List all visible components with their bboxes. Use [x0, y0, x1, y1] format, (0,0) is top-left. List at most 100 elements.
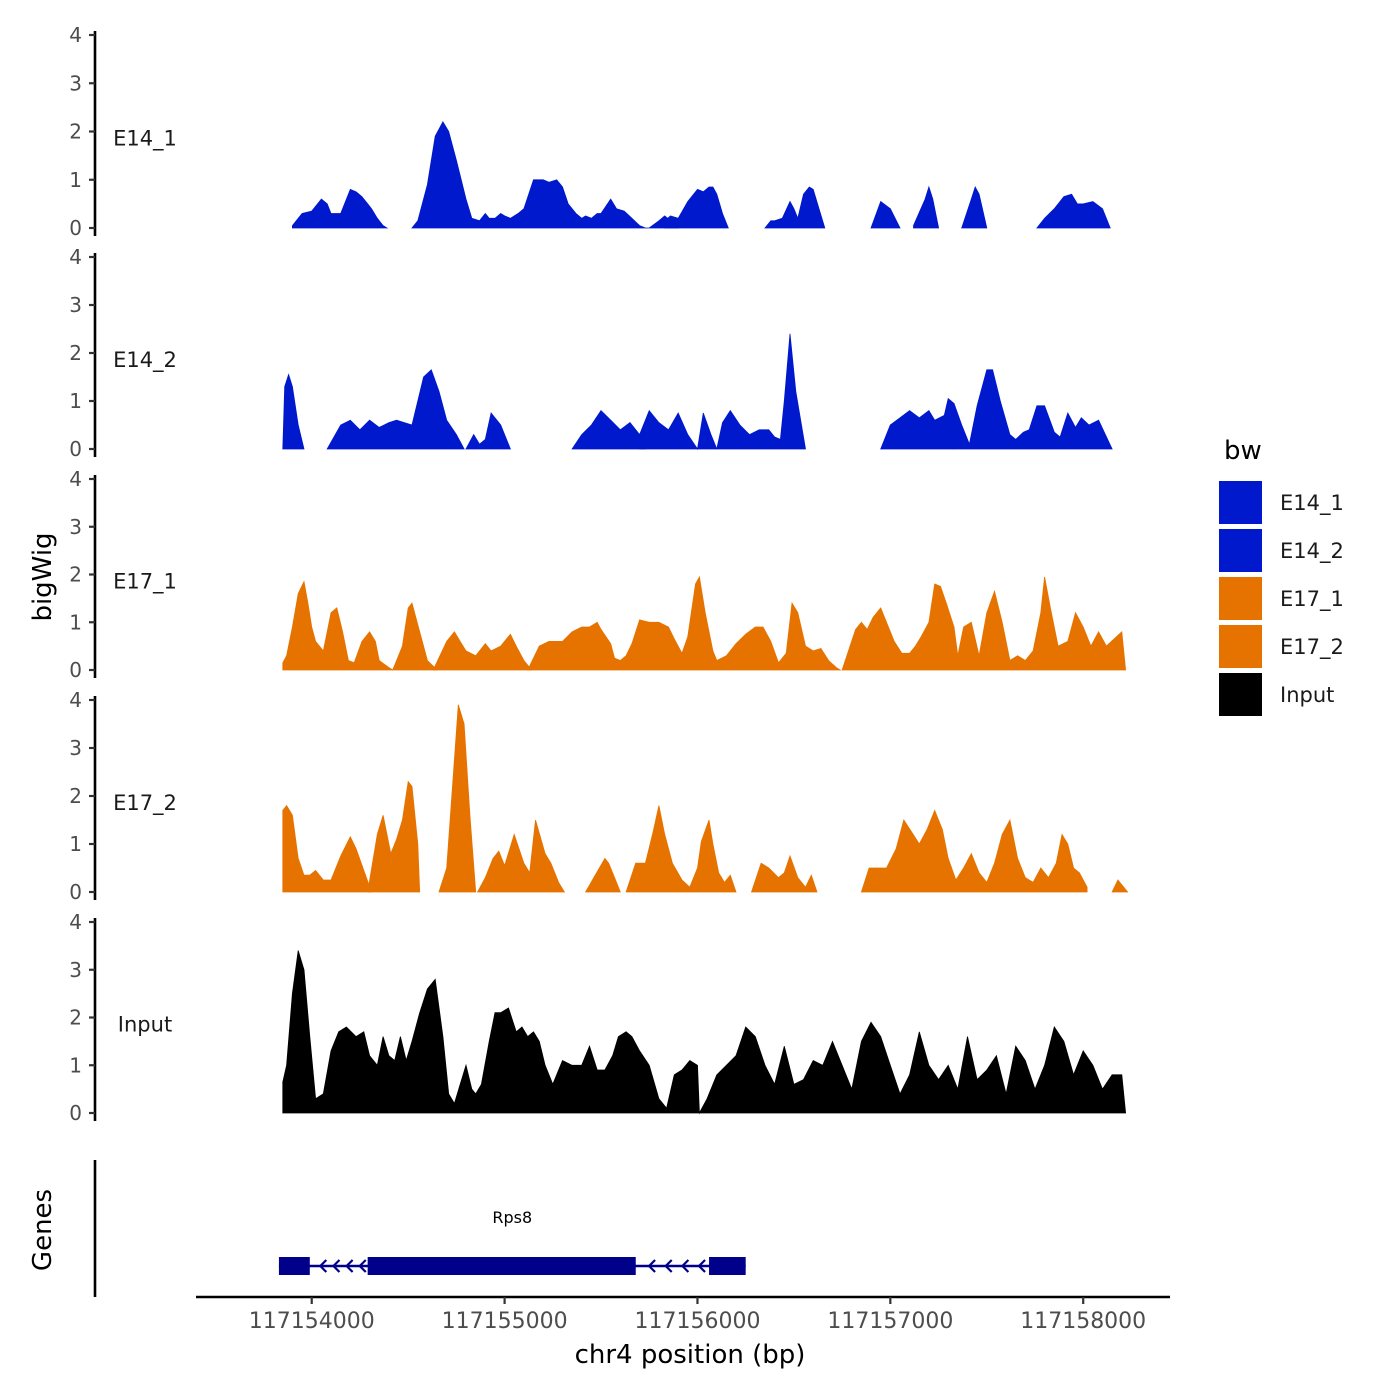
- legend-key: [1217, 575, 1264, 622]
- y-tick-label: 0: [69, 1101, 82, 1125]
- x-tick-label: 117155000: [442, 1309, 568, 1334]
- y-tick-label: 4: [69, 910, 82, 934]
- coverage-area: [282, 373, 305, 450]
- legend-label: E14_2: [1280, 539, 1344, 564]
- y-tick-label: 1: [69, 832, 82, 856]
- y-tick-label: 2: [69, 1006, 82, 1030]
- track-label-E14_1: E14_1: [113, 127, 177, 152]
- x-tick-label: 117154000: [249, 1309, 375, 1334]
- y-tick-label: 1: [69, 168, 82, 192]
- coverage-area: [625, 805, 737, 893]
- strand-arrow: [331, 1259, 341, 1273]
- coverage-area: [639, 409, 718, 451]
- gene-exon: [278, 1257, 310, 1275]
- coverage-area: [282, 950, 1127, 1115]
- strand-arrow: [664, 1259, 673, 1273]
- gene-Rps8: Rps8: [278, 1208, 746, 1275]
- strand-arrow: [318, 1259, 328, 1273]
- track-label-E14_2: E14_2: [113, 348, 177, 373]
- genes-axis-title: Genes: [28, 1189, 58, 1271]
- coverage-area: [860, 809, 1088, 893]
- y-tick-label: 4: [69, 23, 82, 47]
- x-tick-label: 117156000: [634, 1309, 760, 1334]
- y-tick-label: 3: [69, 515, 82, 539]
- y-tick-label: 3: [69, 71, 82, 95]
- legend-key: [1217, 671, 1264, 718]
- coverage-area: [584, 857, 621, 893]
- track-E17_2: 0 1 2 3 4 E17_2: [69, 688, 1129, 904]
- track-E14_1: 0 1 2 3 4 E14_1: [69, 23, 1111, 240]
- coverage-area: [764, 186, 826, 229]
- coverage-area: [1111, 879, 1129, 893]
- track-Input: 0 1 2 3 4 Input: [69, 910, 1127, 1125]
- y-tick-label: 3: [69, 736, 82, 760]
- y-tick-label: 1: [69, 389, 82, 413]
- coverage-area: [880, 397, 955, 450]
- track-label-E17_2: E17_2: [113, 791, 177, 816]
- strand-arrow: [345, 1259, 354, 1273]
- y-tick-label: 1: [69, 1053, 82, 1077]
- y-tick-label: 3: [69, 293, 82, 317]
- y-tick-label: 0: [69, 880, 82, 904]
- legend: bw E14_1 E14_2 E17_1 E17_2 Input: [1217, 436, 1344, 718]
- y-tick-label: 2: [69, 341, 82, 365]
- coverage-area: [614, 575, 718, 671]
- x-tick-label: 117157000: [827, 1309, 953, 1334]
- legend-key: [1217, 623, 1264, 670]
- coverage-area: [476, 819, 566, 893]
- track-label-Input: Input: [118, 1013, 172, 1037]
- coverage-area: [527, 621, 615, 671]
- legend-key: [1217, 479, 1264, 526]
- coverage-area: [750, 854, 818, 893]
- coverage-area: [961, 185, 988, 229]
- coverage-area: [326, 369, 465, 450]
- y-tick-label: 3: [69, 958, 82, 982]
- y-tick-label: 4: [69, 245, 82, 269]
- gene-exon: [709, 1257, 746, 1275]
- genes-panel: Rps8: [93, 1160, 746, 1297]
- coverage-area: [716, 333, 806, 450]
- coverage-area: [282, 580, 439, 671]
- y-tick-label: 0: [69, 658, 82, 682]
- gene-exon: [367, 1257, 636, 1275]
- coverage-area: [282, 804, 373, 893]
- y-tick-label: 4: [69, 688, 82, 712]
- y-axis-title: bigWig: [28, 532, 58, 621]
- strand-arrow: [680, 1259, 690, 1273]
- track-panels: 0 1 2 3 4 E14_1 0 1 2 3 4 E14_2 0 1 2 3 4 E17_1 0 1 2 3 4 E17_2…: [69, 23, 1129, 1125]
- y-tick-label: 0: [69, 437, 82, 461]
- legend-label: E17_1: [1280, 587, 1344, 612]
- x-axis: 117154000 117155000 117156000 117157000 1171…: [196, 1295, 1170, 1334]
- strand-arrow: [358, 1259, 367, 1273]
- coverage-area: [438, 704, 477, 893]
- y-tick-label: 4: [69, 467, 82, 491]
- legend-label: Input: [1280, 683, 1334, 707]
- coverage-area: [367, 780, 421, 893]
- track-E17_1: 0 1 2 3 4 E17_1: [69, 467, 1127, 682]
- coverage-area: [841, 576, 1127, 671]
- coverage-area: [953, 369, 1113, 450]
- coverage-area: [664, 186, 729, 229]
- track-E14_2: 0 1 2 3 4 E14_2: [69, 245, 1113, 461]
- coverage-area: [571, 409, 646, 450]
- track-label-E17_1: E17_1: [113, 570, 177, 595]
- legend-label: E17_2: [1280, 635, 1344, 660]
- strand-arrow: [697, 1259, 706, 1273]
- coverage-area: [465, 412, 511, 450]
- y-tick-label: 0: [69, 216, 82, 240]
- coverage-area: [913, 185, 940, 229]
- legend-key: [1217, 527, 1264, 574]
- y-tick-label: 2: [69, 563, 82, 587]
- y-tick-label: 2: [69, 120, 82, 144]
- legend-label: E14_1: [1280, 491, 1344, 516]
- coverage-area: [1036, 193, 1111, 229]
- gene-label: Rps8: [492, 1208, 532, 1227]
- strand-arrow: [647, 1259, 656, 1273]
- coverage-area: [292, 188, 389, 229]
- y-tick-label: 2: [69, 784, 82, 808]
- legend-title: bw: [1224, 436, 1262, 466]
- coverage-area: [432, 631, 533, 671]
- coverage-area: [870, 200, 901, 229]
- y-tick-label: 1: [69, 610, 82, 634]
